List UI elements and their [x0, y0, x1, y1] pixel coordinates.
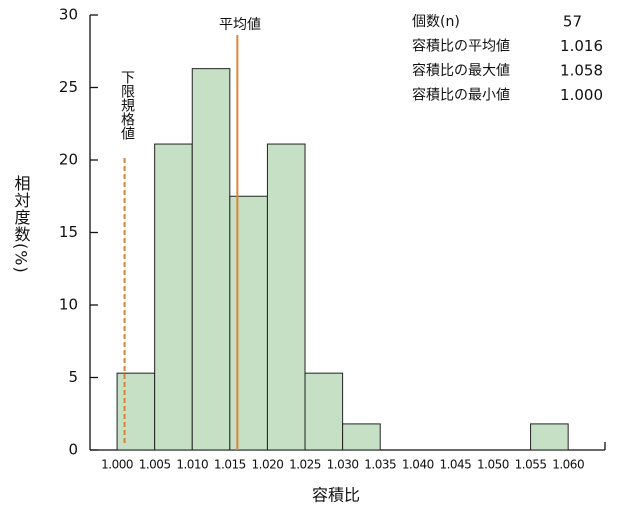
mean-label: 平均値 — [219, 17, 261, 33]
bar — [191, 68, 231, 451]
x-tick-label: 1.050 — [477, 458, 509, 472]
x-tick-label: 1.025 — [289, 458, 321, 472]
x-axis-label: 容積比 — [312, 486, 360, 505]
x-tick-label: 1.060 — [552, 458, 584, 472]
stat-value: 1.058 — [560, 62, 603, 80]
bar — [342, 423, 381, 451]
bar — [266, 143, 306, 451]
stat-name: 容積比の最大値 — [412, 62, 510, 79]
y-tick-label: 10 — [59, 296, 78, 314]
y-tick-label: 20 — [59, 151, 78, 169]
stat-name: 容積比の最小値 — [412, 87, 510, 104]
bar — [304, 372, 344, 451]
stat-value: 1.016 — [560, 37, 603, 55]
x-tick-label: 1.005 — [139, 458, 171, 472]
lower-limit-label: 下限規格値 — [119, 70, 135, 140]
x-tick-label: 1.035 — [364, 458, 396, 472]
y-tick-label: 15 — [59, 223, 78, 241]
y-tick-label: 5 — [68, 368, 78, 386]
x-tick-label: 1.045 — [439, 458, 471, 472]
y-tick-label: 25 — [59, 78, 78, 96]
x-tick-label: 1.000 — [101, 458, 133, 472]
y-tick-label: 30 — [59, 6, 78, 24]
stat-value: 57 — [563, 13, 582, 31]
bar — [116, 372, 156, 451]
x-tick-label: 1.020 — [252, 458, 284, 472]
stat-value: 1.000 — [560, 86, 603, 104]
x-tick-label: 1.015 — [214, 458, 246, 472]
x-tick-label: 1.030 — [327, 458, 359, 472]
bar — [530, 423, 569, 451]
x-tick-label: 1.040 — [402, 458, 434, 472]
stat-name: 個数(n) — [412, 14, 460, 30]
x-tick-label: 1.010 — [176, 458, 208, 472]
y-axis-label: 相対度数(%) — [12, 175, 31, 274]
bar — [154, 143, 193, 451]
stat-name: 容積比の平均値 — [412, 38, 510, 55]
x-tick-label: 1.055 — [515, 458, 547, 472]
y-tick-label: 0 — [68, 441, 78, 459]
bar — [229, 195, 268, 451]
